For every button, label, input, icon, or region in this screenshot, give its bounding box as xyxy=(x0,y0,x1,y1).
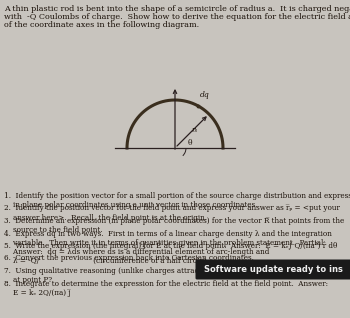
Text: 1.  Identify the position vector for a small portion of the source charge distri: 1. Identify the position vector for a sm… xyxy=(4,192,350,209)
Text: rₛ: rₛ xyxy=(191,126,197,134)
Text: Software update ready to ins: Software update ready to ins xyxy=(204,265,343,274)
Text: 3.  Determine an expression (in plane polar coordinates) for the vector R̅ that : 3. Determine an expression (in plane pol… xyxy=(4,217,344,234)
Text: of the coordinate axes in the following diagram.: of the coordinate axes in the following … xyxy=(4,21,199,29)
FancyBboxPatch shape xyxy=(196,259,350,280)
Text: θ: θ xyxy=(188,139,193,147)
Text: dq: dq xyxy=(199,91,209,99)
Text: with  -Q Coulombs of charge.  Show how to derive the equation for the electric f: with -Q Coulombs of charge. Show how to … xyxy=(4,13,350,21)
Text: 8.  Integrate to determine the expression for the electric field at the field po: 8. Integrate to determine the expression… xyxy=(4,280,328,297)
Text: 5.  Write the expression (the integral) for E̅ at the field point.  Answer:  E =: 5. Write the expression (the integral) f… xyxy=(4,242,337,251)
Text: 4.  Express dq in two ways.  First in terms of a linear charge density λ and the: 4. Express dq in two ways. First in term… xyxy=(4,230,332,265)
Text: 6.  Convert the previous expression back into Cartesian coordinates.: 6. Convert the previous expression back … xyxy=(4,254,254,262)
Text: 7.  Using qualitative reasoning (unlike charges attract), what is the directio
 : 7. Using qualitative reasoning (unlike c… xyxy=(4,267,279,284)
Text: A thin plastic rod is bent into the shape of a semicircle of radius a.  It is ch: A thin plastic rod is bent into the shap… xyxy=(4,5,350,13)
Text: 2.  Identify the position vector for the field point and express your answer as : 2. Identify the position vector for the … xyxy=(4,204,340,222)
